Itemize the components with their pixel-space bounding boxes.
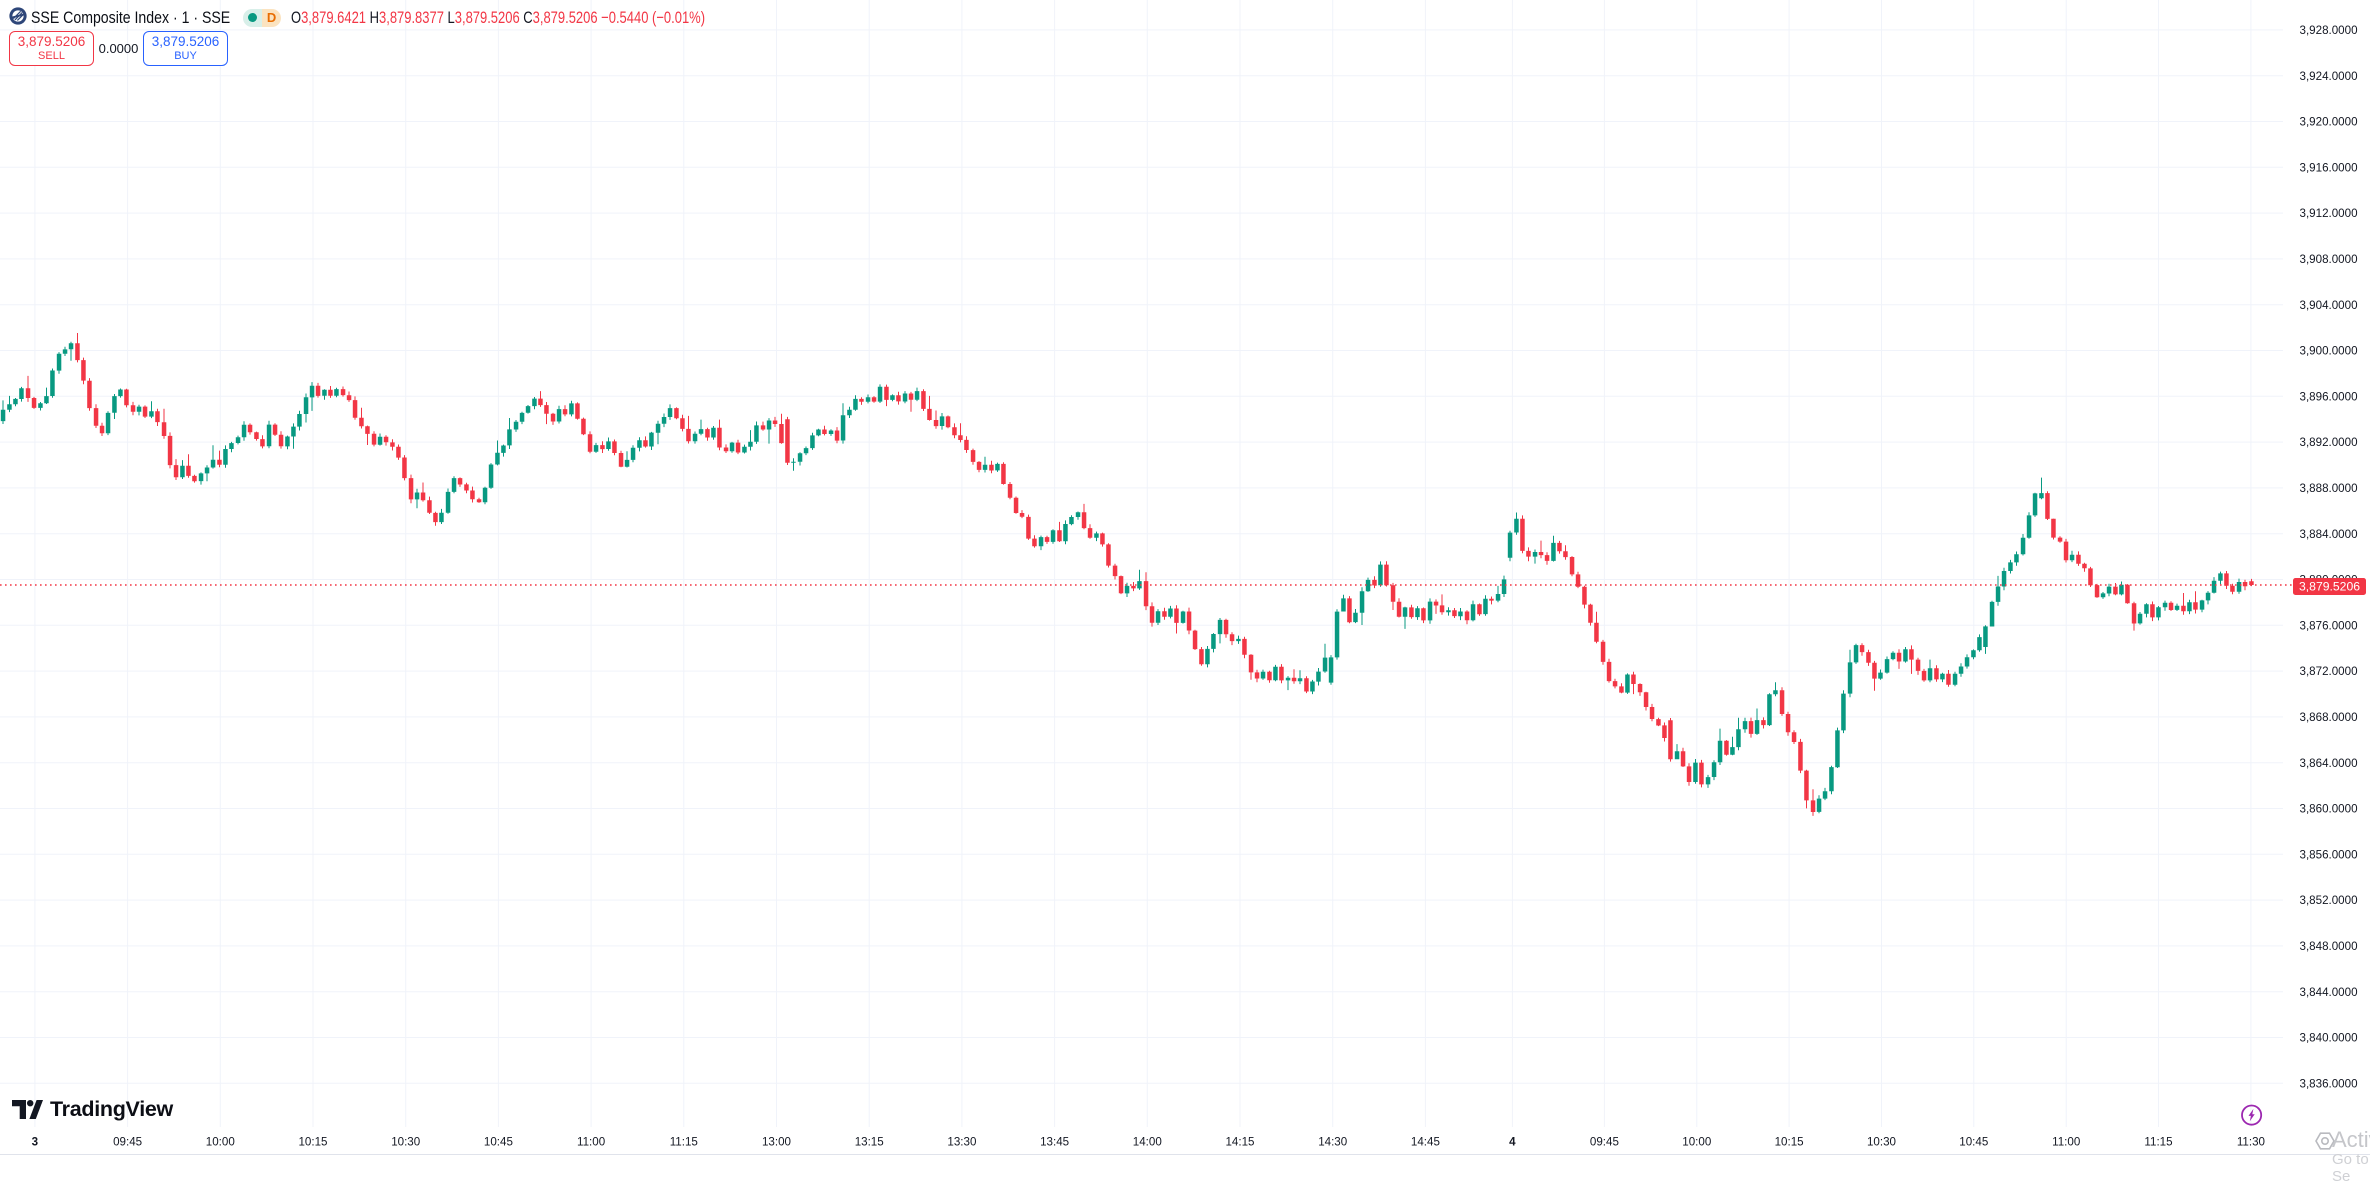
svg-text:3,900.0000: 3,900.0000 [2300, 345, 2358, 358]
svg-text:3,912.0000: 3,912.0000 [2300, 207, 2358, 220]
svg-text:3,872.0000: 3,872.0000 [2300, 665, 2358, 678]
svg-text:3,860.0000: 3,860.0000 [2300, 803, 2358, 816]
svg-text:09:45: 09:45 [113, 1136, 142, 1149]
svg-text:3,928.0000: 3,928.0000 [2300, 24, 2358, 37]
svg-text:3,856.0000: 3,856.0000 [2300, 848, 2358, 861]
svg-text:13:00: 13:00 [762, 1136, 791, 1149]
svg-text:11:00: 11:00 [577, 1136, 605, 1149]
svg-text:3,868.0000: 3,868.0000 [2300, 711, 2358, 724]
svg-text:10:45: 10:45 [484, 1136, 513, 1149]
svg-text:10:45: 10:45 [1959, 1136, 1988, 1149]
svg-text:13:45: 13:45 [1040, 1136, 1069, 1149]
svg-text:3,908.0000: 3,908.0000 [2300, 253, 2358, 266]
svg-text:13:15: 13:15 [855, 1136, 884, 1149]
svg-text:4: 4 [1509, 1136, 1516, 1149]
svg-text:11:15: 11:15 [670, 1136, 698, 1149]
svg-text:13:30: 13:30 [947, 1136, 976, 1149]
svg-text:11:00: 11:00 [2052, 1136, 2080, 1149]
svg-text:11:15: 11:15 [2144, 1136, 2172, 1149]
svg-text:14:15: 14:15 [1225, 1136, 1254, 1149]
svg-text:10:30: 10:30 [1867, 1136, 1896, 1149]
svg-text:10:15: 10:15 [1775, 1136, 1804, 1149]
svg-text:3,924.0000: 3,924.0000 [2300, 70, 2358, 83]
svg-text:14:00: 14:00 [1133, 1136, 1162, 1149]
svg-text:11:30: 11:30 [2237, 1136, 2265, 1149]
svg-text:09:45: 09:45 [1590, 1136, 1619, 1149]
svg-text:3: 3 [32, 1136, 39, 1149]
svg-text:10:30: 10:30 [391, 1136, 420, 1149]
svg-text:3,848.0000: 3,848.0000 [2300, 940, 2358, 953]
svg-text:10:15: 10:15 [298, 1136, 327, 1149]
svg-text:3,916.0000: 3,916.0000 [2300, 161, 2358, 174]
svg-text:3,836.0000: 3,836.0000 [2300, 1077, 2358, 1090]
svg-text:14:30: 14:30 [1318, 1136, 1347, 1149]
svg-text:10:00: 10:00 [206, 1136, 235, 1149]
svg-text:3,904.0000: 3,904.0000 [2300, 299, 2358, 312]
svg-text:3,896.0000: 3,896.0000 [2300, 390, 2358, 403]
svg-text:3,852.0000: 3,852.0000 [2300, 894, 2358, 907]
svg-text:10:00: 10:00 [1682, 1136, 1711, 1149]
svg-text:3,884.0000: 3,884.0000 [2300, 528, 2358, 541]
svg-text:3,840.0000: 3,840.0000 [2300, 1032, 2358, 1045]
svg-text:14:45: 14:45 [1411, 1136, 1440, 1149]
svg-text:3,876.0000: 3,876.0000 [2300, 619, 2358, 632]
svg-text:3,892.0000: 3,892.0000 [2300, 436, 2358, 449]
svg-text:3,920.0000: 3,920.0000 [2300, 116, 2358, 129]
svg-text:3,844.0000: 3,844.0000 [2300, 986, 2358, 999]
svg-text:3,864.0000: 3,864.0000 [2300, 757, 2358, 770]
svg-text:3,888.0000: 3,888.0000 [2300, 482, 2358, 495]
svg-text:3,879.5206: 3,879.5206 [2299, 580, 2360, 594]
